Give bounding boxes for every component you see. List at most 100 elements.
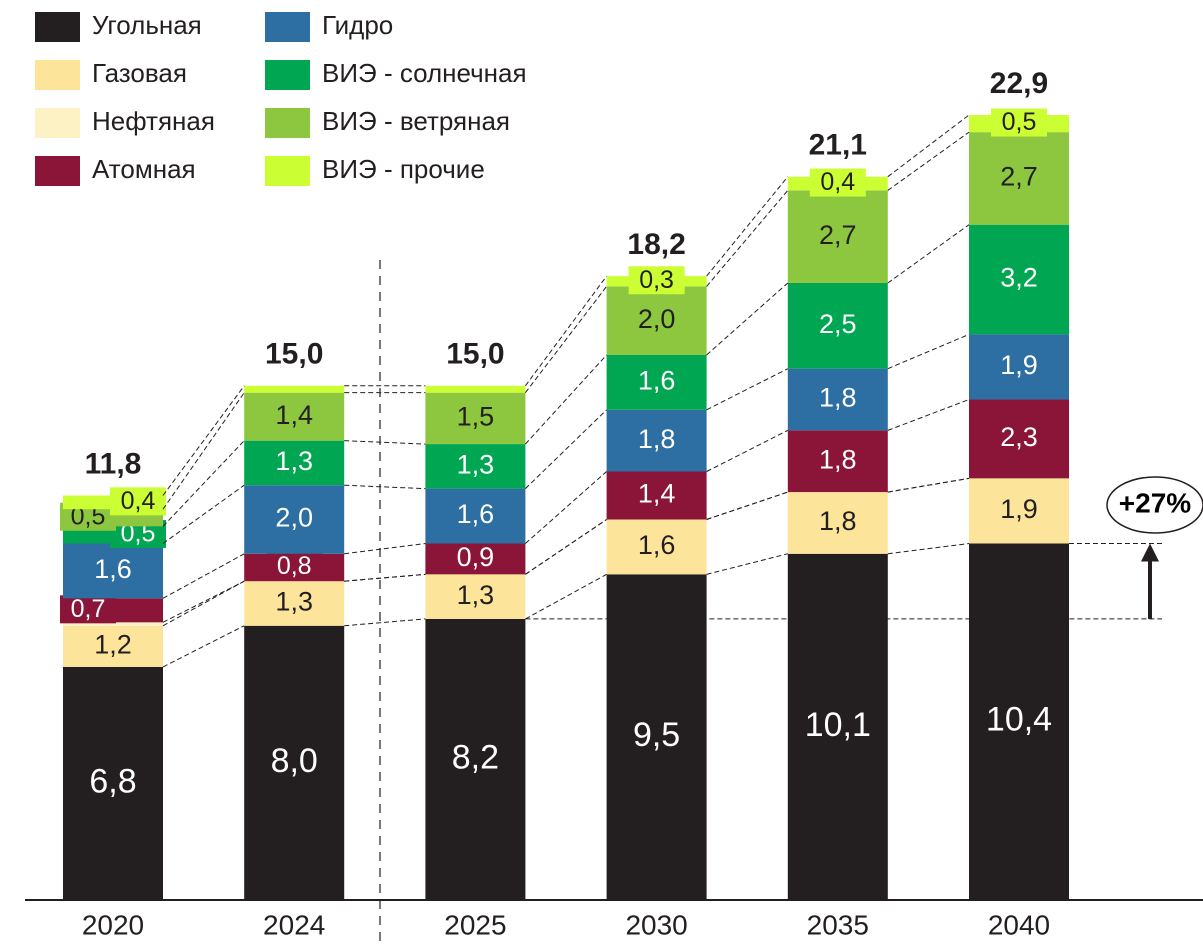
connector <box>706 176 789 277</box>
connector <box>887 399 970 431</box>
bar-segment <box>787 492 888 554</box>
value-label: 0,4 <box>121 487 156 515</box>
bar-segment <box>425 385 526 393</box>
value-label: 9,5 <box>633 716 680 754</box>
legend-label: Газовая <box>92 58 187 88</box>
arrow-head <box>1141 543 1159 562</box>
value-label: 1,6 <box>457 499 495 529</box>
connector <box>706 190 789 287</box>
bar-segment <box>425 444 526 489</box>
legend-label: Гидро <box>322 10 393 40</box>
value-label: 3,2 <box>1000 263 1038 293</box>
value-label: 1,5 <box>457 401 495 431</box>
total-label: 11,8 <box>85 447 142 480</box>
connector <box>344 573 426 582</box>
connector <box>887 131 970 191</box>
legend-label: ВИЭ - солнечная <box>322 58 527 88</box>
value-label: 0,9 <box>457 542 495 572</box>
annotation-ellipse <box>1106 476 1203 534</box>
connector <box>344 484 426 490</box>
legend-label: Нефтяная <box>92 106 215 136</box>
connector <box>887 333 970 370</box>
connector <box>706 491 788 520</box>
connector <box>525 573 607 620</box>
value-label: 0,8 <box>277 552 312 580</box>
value-label: 1,9 <box>1000 494 1038 524</box>
connector <box>162 484 245 544</box>
bar-segment <box>425 392 526 445</box>
value-label: 1,4 <box>275 400 313 430</box>
bar-segment <box>425 543 526 575</box>
connector <box>706 282 789 356</box>
connector <box>344 542 426 555</box>
value-label: 1,6 <box>638 530 676 560</box>
x-tick-label: 2040 <box>988 909 1050 940</box>
connector <box>344 618 426 627</box>
label-box <box>110 487 166 516</box>
connector <box>525 471 607 544</box>
legend-label: ВИЭ - прочие <box>322 154 485 184</box>
x-tick-label: 2020 <box>82 909 144 940</box>
value-label: 1,3 <box>457 449 495 479</box>
x-tick-label: 2030 <box>625 909 687 940</box>
connector <box>887 477 970 493</box>
value-label: 1,8 <box>819 506 857 536</box>
value-label: 10,1 <box>805 706 871 744</box>
bar-segment <box>969 399 1069 479</box>
value-label: 1,6 <box>638 366 676 396</box>
bar-segment <box>244 581 345 626</box>
label-box <box>991 108 1047 137</box>
legend-swatch <box>265 156 310 186</box>
connector <box>887 542 970 555</box>
bar-segment <box>787 282 888 369</box>
total-label: 21,1 <box>809 129 867 162</box>
bar-segment <box>787 190 888 283</box>
label-box <box>266 552 323 581</box>
bar-segment <box>606 519 707 575</box>
connector <box>162 440 245 527</box>
bar-segment <box>787 553 888 900</box>
connector <box>525 519 607 575</box>
value-label: 1,3 <box>457 580 495 610</box>
value-label: 2,0 <box>275 503 313 533</box>
value-label: 1,8 <box>638 424 676 454</box>
legend-swatch <box>265 12 310 42</box>
bar-segment <box>606 471 707 520</box>
value-label: 2,0 <box>638 304 676 334</box>
connector <box>162 580 245 627</box>
legend-swatch <box>35 156 80 186</box>
bar-segment <box>63 666 163 900</box>
legend-swatch <box>35 12 80 42</box>
connector <box>162 385 245 496</box>
annotation: +27% <box>1119 487 1191 518</box>
value-label: 0,5 <box>1002 108 1037 136</box>
value-label: 1,2 <box>94 629 132 659</box>
label-box <box>628 266 685 295</box>
connector <box>162 580 245 623</box>
value-label: 1,8 <box>819 383 857 413</box>
bar-segment <box>244 392 345 441</box>
bar-segment <box>606 354 707 410</box>
legend-swatch <box>35 60 80 90</box>
connector <box>525 409 607 490</box>
total-label: 15,0 <box>446 338 504 371</box>
value-label: 1,3 <box>275 446 313 476</box>
value-label: 1,4 <box>638 479 676 509</box>
bar-segment <box>425 618 526 900</box>
connector <box>706 429 789 472</box>
bar-segment <box>244 625 345 900</box>
connector <box>887 224 970 284</box>
connector <box>162 553 245 599</box>
label-box <box>60 595 116 624</box>
bar-segment <box>425 488 526 544</box>
bar-segment <box>425 574 526 619</box>
legend-swatch <box>265 108 310 138</box>
value-label: 2,5 <box>819 309 857 339</box>
bar-segment <box>63 543 163 599</box>
connector <box>525 286 607 393</box>
connector <box>524 275 608 387</box>
bar-segment <box>969 543 1069 900</box>
value-label: 1,9 <box>1000 350 1038 380</box>
connector <box>525 354 607 445</box>
